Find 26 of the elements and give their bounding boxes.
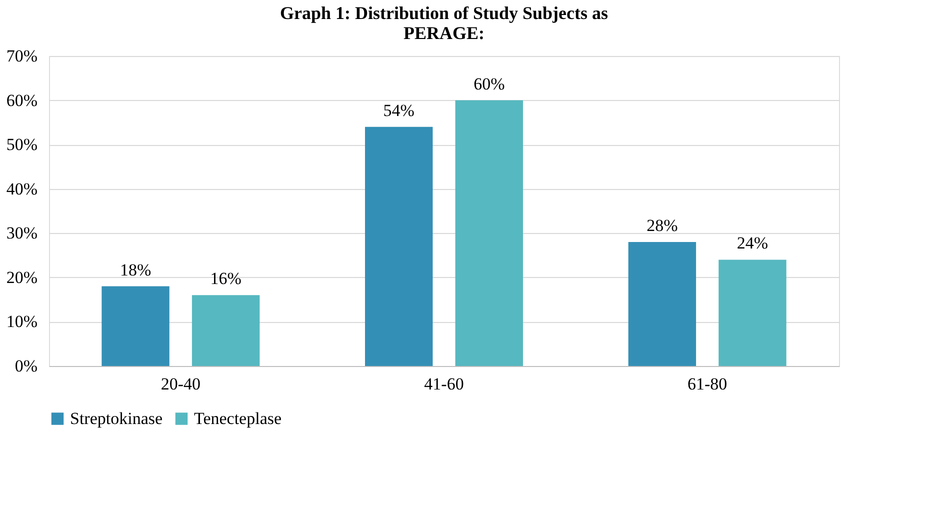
bar [628, 242, 696, 366]
y-tick-label: 10% [6, 312, 38, 332]
data-label: 54% [383, 100, 414, 120]
data-label: 60% [474, 74, 505, 94]
y-tick-label: 60% [6, 90, 38, 110]
data-label: 16% [210, 269, 242, 288]
bar [102, 286, 170, 366]
bar [718, 260, 786, 366]
y-tick-label: 50% [6, 135, 38, 154]
x-tick-label: 41-60 [424, 374, 464, 394]
data-label: 18% [120, 260, 152, 280]
legend-label: Tenecteplase [194, 408, 282, 428]
x-tick-label: 61-80 [687, 374, 728, 394]
chart-title: Graph 1: Distribution of Study Subjects as PERAGE: [280, 3, 608, 43]
x-tick-label: 20-40 [160, 374, 201, 394]
bar [192, 295, 260, 366]
y-tick-label: 40% [6, 179, 38, 198]
bar [365, 126, 433, 366]
y-tick-label: 30% [6, 224, 38, 243]
y-tick-label: 20% [6, 268, 38, 287]
bar [455, 100, 523, 366]
y-tick-label: 70% [6, 46, 38, 66]
data-label: 28% [646, 216, 678, 235]
data-label: 24% [736, 234, 768, 253]
y-tick-label: 0% [14, 356, 38, 376]
legend-label: Streptokinase [70, 408, 163, 428]
